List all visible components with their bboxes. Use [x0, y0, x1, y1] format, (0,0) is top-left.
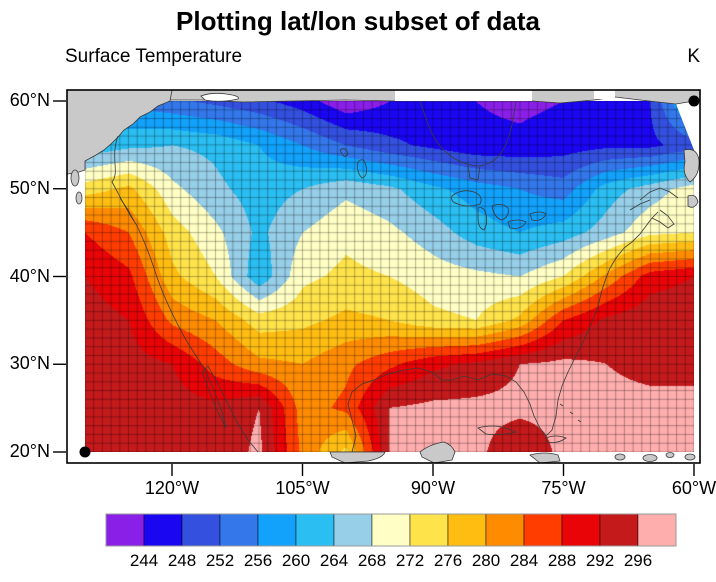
colorbar-box-5: [295, 513, 335, 547]
colorbar-box-8: [409, 513, 449, 547]
land-northwest-corner: [66, 89, 173, 175]
y-axis-label-40: 40°N: [9, 265, 50, 286]
colorbar-label-284: 284: [509, 551, 539, 570]
y-axis-label-50: 50°N: [9, 177, 50, 198]
x-axis-label-120: 120°W: [144, 478, 200, 498]
x-axis-label-75: 75°W: [541, 478, 586, 498]
manitoba-lakes: [339, 148, 367, 179]
colorbar-label-260: 260: [281, 551, 311, 570]
colorbar-label-268: 268: [357, 551, 387, 570]
coastlines: [111, 100, 679, 453]
alaska-island-2: [75, 191, 83, 205]
colorbar-label-252: 252: [205, 551, 235, 570]
colorbar-label-264: 264: [319, 551, 349, 570]
lake-erie: [507, 219, 527, 229]
island-3: [665, 452, 675, 458]
x-axis-label-60: 60°W: [671, 478, 716, 498]
axis-tick-marks: [53, 100, 695, 476]
colorbar-label-272: 272: [395, 551, 425, 570]
lake-ontario: [529, 211, 547, 221]
colorbar-box-10: [485, 513, 525, 547]
yucatan: [419, 441, 456, 464]
field-name-label: Surface Temperature: [65, 46, 243, 67]
subset-corner-marker-0: [79, 446, 91, 458]
bahamas: [559, 403, 582, 423]
cuba: [477, 425, 518, 436]
colorbar-label-292: 292: [585, 551, 615, 570]
lake-michigan: [477, 207, 488, 231]
gulf-and-east-coast: [347, 211, 659, 453]
pacific-coast: [111, 135, 227, 429]
x-axis-label-90: 90°W: [410, 478, 456, 498]
colorbar-box-14: [637, 513, 677, 547]
colorbar-label-248: 248: [167, 551, 197, 570]
hudson-bay-top-white: [395, 90, 532, 101]
hudson-bay: [419, 100, 517, 181]
colorbar-label-256: 256: [243, 551, 273, 570]
colorbar-box-2: [181, 513, 221, 547]
colorbar-box-12: [561, 513, 601, 547]
colorbar-box-1: [143, 513, 183, 547]
corner-markers: [79, 95, 700, 458]
plot-frame: [66, 89, 701, 464]
ocean-gap-left: [67, 101, 85, 452]
island-2: [642, 454, 658, 462]
colorbar-box-4: [257, 513, 297, 547]
ocean-gap-bottom: [67, 452, 700, 463]
colorbar-box-13: [599, 513, 639, 547]
ocean-gap-right: [676, 90, 700, 452]
colorbar-box-6: [333, 513, 373, 547]
colorbar-box-9: [447, 513, 487, 547]
hispaniola: [545, 435, 567, 443]
y-axis-label-60: 60°N: [9, 90, 50, 110]
colorbar-label-244: 244: [129, 551, 159, 570]
units-label: K: [687, 46, 700, 67]
colorbar-box-3: [219, 513, 259, 547]
outside-land: [66, 89, 701, 464]
island-4: [684, 453, 696, 461]
colorbar-outline: [105, 513, 677, 547]
subset-corner-marker-1: [688, 95, 700, 107]
lake-superior: [451, 190, 482, 207]
colorbar: [105, 513, 677, 547]
lake-huron: [491, 204, 509, 221]
island-1: [614, 453, 626, 461]
y-axis-label-20: 20°N: [9, 441, 50, 461]
nova-scotia-coast: [629, 187, 679, 229]
newfoundland: [683, 149, 700, 183]
page-title: Plotting lat/lon subset of data: [176, 6, 540, 36]
x-axis-label-105: 105°W: [275, 478, 330, 498]
alaska-island: [70, 169, 80, 187]
colorbar-label-288: 288: [547, 551, 577, 570]
colorbar-box-0: [105, 513, 145, 547]
colorbar-label-280: 280: [471, 551, 501, 570]
vancouver-island: [119, 197, 135, 222]
y-axis-label-30: 30°N: [9, 353, 50, 374]
gulf-of-california: [201, 365, 259, 453]
colorbar-box-7: [371, 513, 411, 547]
colorbar-box-11: [523, 513, 563, 547]
colorbar-label-276: 276: [433, 551, 463, 570]
lake-top-white: [200, 92, 239, 102]
colorbar-label-296: 296: [623, 551, 653, 570]
central-america: [529, 452, 561, 464]
contour-field-canvas: [85, 101, 694, 452]
nova-scotia-edge: [687, 194, 699, 208]
small-top-white: [594, 90, 615, 99]
